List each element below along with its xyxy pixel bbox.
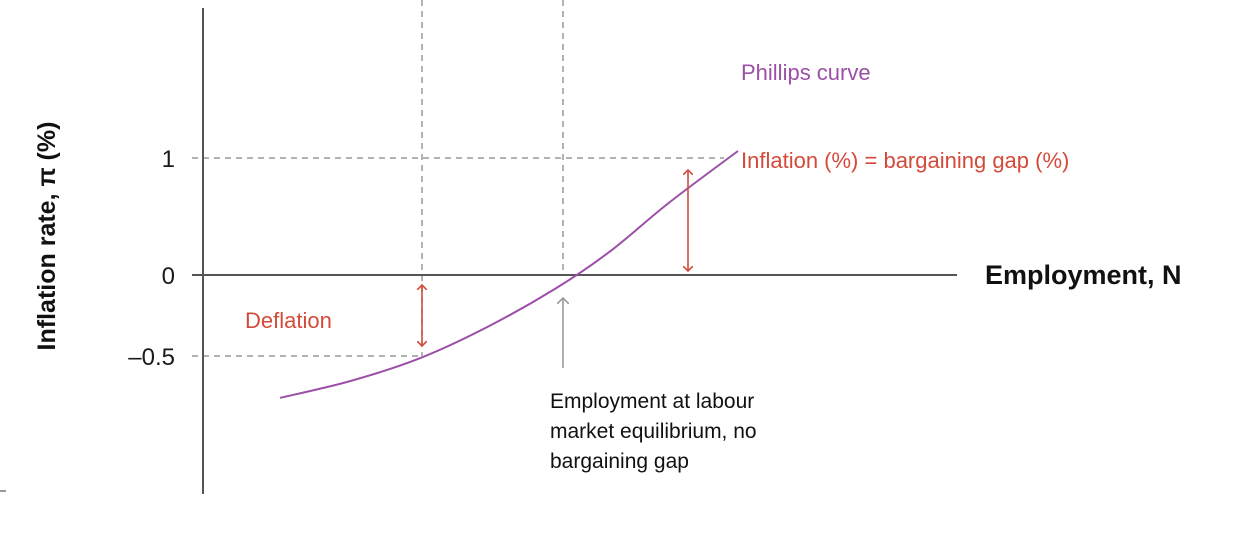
- equilibrium-note-line: Employment at labour: [550, 390, 754, 413]
- y-tick-label: 0: [162, 263, 175, 290]
- equilibrium-note-line: bargaining gap: [550, 450, 689, 473]
- y-tick-label: –0.5: [128, 344, 175, 371]
- inflation-gap-label: Inflation (%) = bargaining gap (%): [741, 148, 1069, 173]
- y-axis-label: Inflation rate, π (%): [33, 122, 61, 351]
- phillips-curve-line: [279, 150, 739, 399]
- x-axis-label: Employment, N: [985, 260, 1182, 290]
- phillips-curve-label: Phillips curve: [741, 60, 871, 85]
- y-tick-label: 1: [162, 146, 175, 173]
- equilibrium-note-line: market equilibrium, no: [550, 420, 757, 443]
- deflation-label: Deflation: [245, 308, 332, 333]
